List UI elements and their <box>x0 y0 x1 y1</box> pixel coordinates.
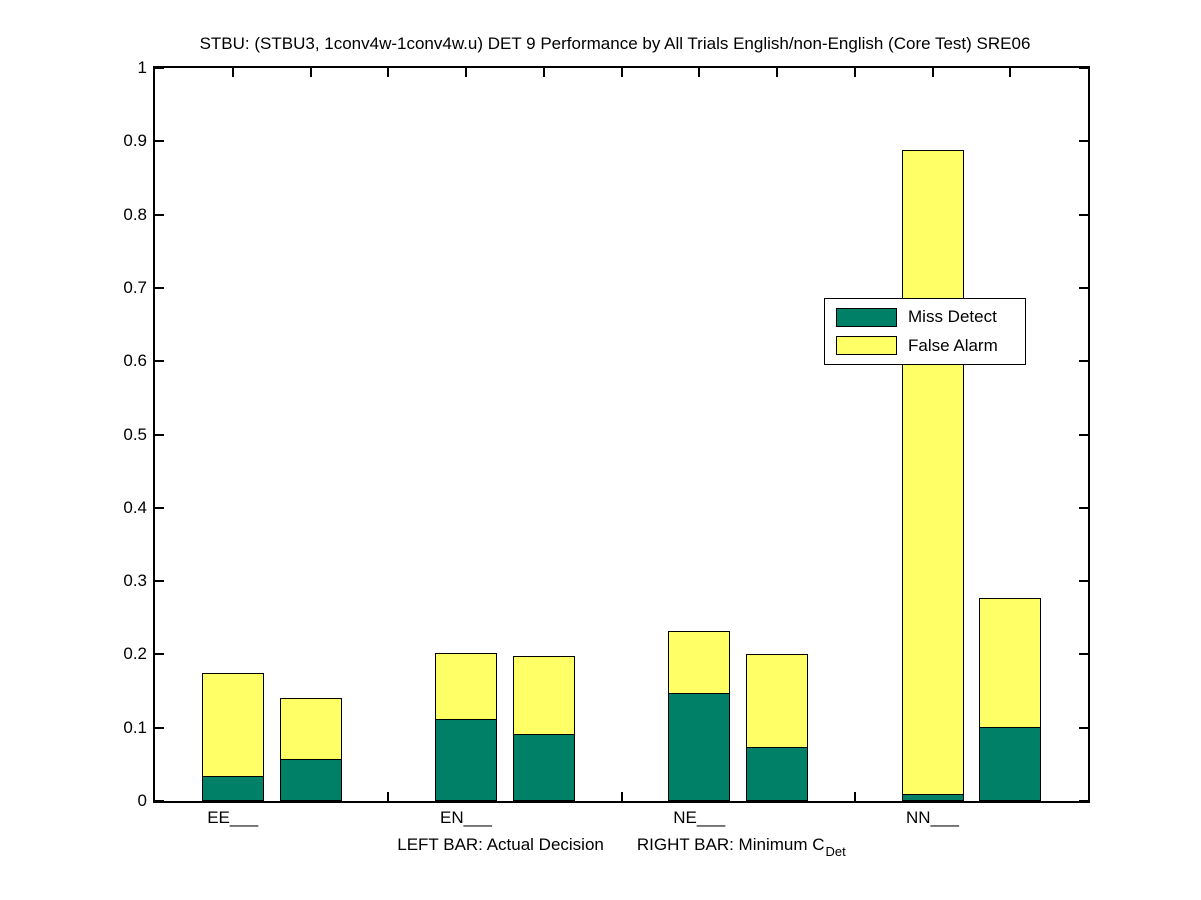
y-tick-left <box>155 800 164 802</box>
bar-nn-left-miss-detect <box>902 794 963 800</box>
y-tick-label: 0.2 <box>123 644 147 664</box>
bar-ne-right-miss-detect <box>747 746 807 800</box>
x-tick-top <box>542 68 545 77</box>
x-tick-top <box>698 68 701 77</box>
y-tick-left <box>155 433 164 436</box>
bar-en-left-miss-detect <box>436 719 496 800</box>
y-tick-label: 0.5 <box>123 424 147 444</box>
bar-ee-right-miss-detect <box>280 758 341 800</box>
x-tick-top <box>776 68 778 77</box>
x-tick-bottom <box>853 792 856 801</box>
y-tick-right <box>1079 653 1088 656</box>
chart-title: STBU: (STBU3, 1conv4w-1conv4w.u) DET 9 P… <box>199 34 1031 53</box>
bar-nn-left-false-alarm <box>901 150 964 801</box>
bar-ne-left-miss-detect <box>669 693 730 800</box>
x-tick-bottom <box>620 792 623 801</box>
bar-ee-right-false-alarm <box>279 698 342 801</box>
x-tick-top <box>853 68 856 77</box>
y-tick-left <box>155 506 164 509</box>
y-tick-right <box>1079 213 1088 216</box>
bar-nn-right-false-alarm <box>979 597 1042 801</box>
legend: Miss Detect False Alarm <box>824 298 1026 365</box>
legend-item-false-alarm: False Alarm <box>836 336 1025 356</box>
x-tick-bottom <box>387 792 390 801</box>
y-tick-label: 0.4 <box>123 497 147 517</box>
y-tick-left <box>155 286 164 289</box>
bar-ne-left-false-alarm <box>668 630 731 801</box>
y-tick-label: 0 <box>137 791 147 810</box>
y-tick-right <box>1079 140 1088 143</box>
y-tick-right <box>1079 506 1088 509</box>
y-tick-left <box>155 140 164 143</box>
false-alarm-swatch-icon <box>836 336 897 356</box>
bar-ee-left-miss-detect <box>202 775 263 800</box>
bar-ee-left-false-alarm <box>201 673 264 801</box>
bar-nn-right-miss-detect <box>980 727 1041 800</box>
y-tick-label: 0.7 <box>123 277 147 297</box>
y-tick-label: 0.3 <box>123 571 147 591</box>
bar-en-right-miss-detect <box>513 734 574 800</box>
y-tick-left <box>155 580 164 583</box>
x-tick-top <box>1009 68 1012 77</box>
y-tick-right <box>1079 433 1088 436</box>
y-tick-left <box>155 653 164 656</box>
y-tick-left <box>155 360 164 363</box>
x-tick-top <box>387 68 390 77</box>
x-tick-top <box>620 68 623 77</box>
x-tick-top <box>931 68 934 77</box>
y-tick-right <box>1079 580 1088 583</box>
y-tick-right <box>1079 726 1088 729</box>
y-tick-left <box>155 726 164 729</box>
x-tick-label-en: EN___ <box>440 808 492 827</box>
xlabel-right-subscript: Det <box>825 844 846 859</box>
x-tick-top <box>465 68 467 77</box>
legend-label-false-alarm: False Alarm <box>908 335 998 355</box>
x-tick-label-ne: NE___ <box>673 808 726 827</box>
bar-en-left-false-alarm <box>435 652 497 801</box>
x-tick-top <box>231 68 234 77</box>
x-tick-label-nn: NN___ <box>906 808 959 827</box>
miss-detect-swatch-icon <box>836 307 897 327</box>
legend-label-miss-detect: Miss Detect <box>908 307 997 327</box>
x-tick-label-ee: EE___ <box>207 808 259 827</box>
bar-en-right-false-alarm <box>512 655 575 801</box>
legend-item-miss-detect: Miss Detect <box>836 307 1025 327</box>
xlabel-left-text: LEFT BAR: Actual Decision <box>397 835 604 854</box>
y-tick-left <box>155 67 164 69</box>
xlabel-right-text: RIGHT BAR: Minimum C <box>636 835 825 854</box>
bar-ne-right-false-alarm <box>746 653 808 801</box>
y-tick-label: 0.9 <box>123 131 147 151</box>
y-tick-label: 0.6 <box>123 351 147 371</box>
y-tick-right <box>1079 360 1088 363</box>
x-tick-top <box>309 68 312 77</box>
y-tick-label: 0.8 <box>123 204 147 224</box>
y-tick-right <box>1079 286 1088 289</box>
y-tick-left <box>155 213 164 216</box>
plot-area <box>153 66 1090 803</box>
y-tick-right <box>1079 67 1088 69</box>
x-axis-label: LEFT BAR: Actual Decision RIGHT BAR: Mini… <box>155 835 1088 859</box>
y-tick-label: 0.1 <box>123 717 147 737</box>
y-tick-right <box>1079 800 1088 802</box>
y-tick-label: 1 <box>137 58 147 77</box>
